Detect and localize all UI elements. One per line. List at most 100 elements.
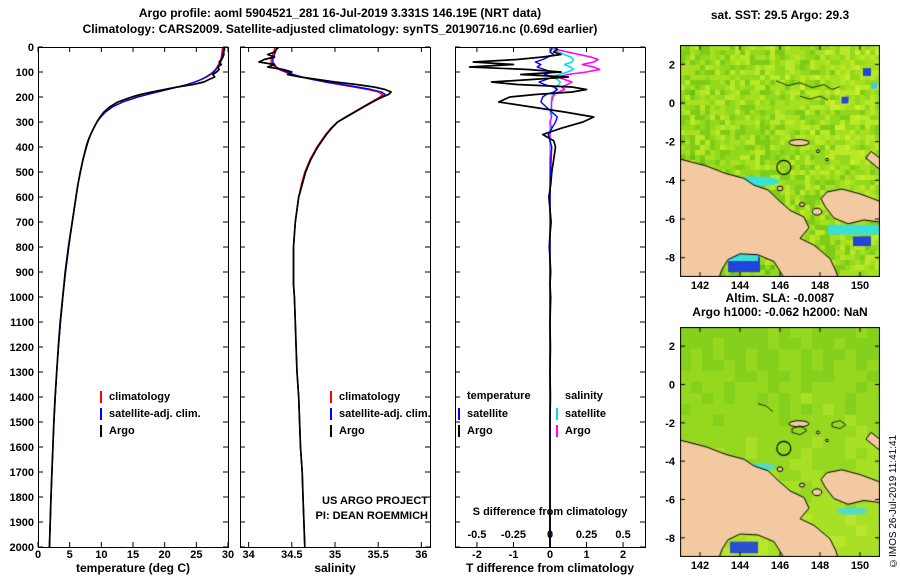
legend-item: Argo bbox=[556, 422, 606, 439]
t-difference-axis-label: T difference from climatology bbox=[465, 561, 635, 575]
depth-tick-label: 800 bbox=[16, 242, 34, 254]
lat-tick-label: 2 bbox=[669, 341, 675, 353]
lon-tick-label: 150 bbox=[851, 280, 869, 292]
x-tick-label: 2 bbox=[620, 549, 626, 561]
depth-tick-label: 100 bbox=[16, 67, 34, 79]
legend-item: Argo bbox=[330, 422, 431, 439]
x-tick-label: 1 bbox=[583, 549, 589, 561]
Argo-line bbox=[48, 47, 226, 547]
lat-tick-label: -8 bbox=[665, 253, 675, 265]
temp-legend: climatology satellite-adj. clim. Argo bbox=[100, 388, 201, 439]
x-tick-label: 10 bbox=[95, 549, 107, 561]
s-tick-label: -0.5 bbox=[467, 529, 486, 541]
depth-tick-label: 1000 bbox=[10, 292, 34, 304]
legend-label: Argo bbox=[109, 424, 135, 437]
legend-marker-t-argo bbox=[458, 424, 460, 437]
depth-tick-label: 2000 bbox=[10, 542, 34, 554]
legend-marker-argo bbox=[100, 424, 102, 437]
legend-marker-argo bbox=[330, 424, 332, 437]
imos-watermark: ©IMOS 26-Jul-2019 11:41:41 bbox=[888, 434, 899, 568]
x-tick-label: 35 bbox=[329, 549, 341, 561]
legend-item: climatology bbox=[100, 388, 201, 405]
lat-tick-label: -2 bbox=[665, 137, 675, 149]
depth-tick-label: 1400 bbox=[10, 392, 34, 404]
project-annotation: US ARGO PROJECT PI: DEAN ROEMMICH bbox=[240, 494, 428, 524]
sst-map bbox=[680, 45, 880, 277]
legend-item: climatology bbox=[330, 388, 431, 405]
legend-item: satellite bbox=[556, 405, 606, 422]
depth-tick-label: 1900 bbox=[10, 517, 34, 529]
depth-tick-label: 1500 bbox=[10, 417, 34, 429]
project-name: US ARGO PROJECT bbox=[322, 495, 428, 507]
page-title: Argo profile: aoml 5904521_281 16-Jul-20… bbox=[138, 6, 542, 20]
legend-label: Argo bbox=[467, 424, 493, 437]
depth-tick-label: 1600 bbox=[10, 442, 34, 454]
lat-tick-label: 2 bbox=[669, 59, 675, 71]
depth-tick-label: 1200 bbox=[10, 342, 34, 354]
depth-tick-label: 900 bbox=[16, 267, 34, 279]
x-tick-label: 5 bbox=[67, 549, 73, 561]
legend-marker-s-satellite bbox=[556, 407, 558, 420]
legend-header: temperature bbox=[467, 390, 531, 402]
lon-tick-label: 144 bbox=[731, 280, 750, 292]
lon-tick-label: 142 bbox=[691, 280, 709, 292]
satellite-adj-clim-line bbox=[48, 47, 225, 547]
diff-legend-salinity: salinity satellite Argo bbox=[556, 388, 606, 439]
lon-tick-label: 150 bbox=[851, 560, 869, 572]
lat-tick-label: -8 bbox=[665, 533, 675, 545]
lat-tick-label: -6 bbox=[665, 495, 675, 507]
depth-tick-label: 600 bbox=[16, 192, 34, 204]
sla-title: Altim. SLA: -0.0087 bbox=[725, 291, 835, 305]
T-satellite-line bbox=[534, 47, 558, 547]
depth-tick-label: 1700 bbox=[10, 467, 34, 479]
diff-legend-temperature: temperature satellite Argo bbox=[458, 388, 531, 439]
lat-tick-label: -4 bbox=[665, 456, 676, 468]
depth-tick-label: 700 bbox=[16, 217, 34, 229]
legend-marker-climatology bbox=[330, 390, 332, 403]
lon-tick-label: 148 bbox=[811, 560, 829, 572]
depth-tick-label: 1100 bbox=[10, 317, 34, 329]
s-difference-axis-label: S difference from climatology bbox=[472, 506, 628, 518]
legend-marker-satellite-clim bbox=[100, 407, 102, 420]
x-tick-label: -1 bbox=[509, 549, 519, 561]
x-tick-label: 20 bbox=[159, 549, 171, 561]
depth-tick-label: 500 bbox=[16, 167, 34, 179]
legend-item: satellite-adj. clim. bbox=[100, 405, 201, 422]
legend-item: satellite-adj. clim. bbox=[330, 405, 431, 422]
x-tick-label: 0 bbox=[547, 549, 553, 561]
x-tick-label: 34 bbox=[243, 549, 256, 561]
temp-axis-label: temperature (deg C) bbox=[75, 561, 191, 575]
lon-tick-label: 146 bbox=[771, 560, 789, 572]
legend-marker-climatology bbox=[100, 390, 102, 403]
x-tick-label: 35.5 bbox=[367, 549, 388, 561]
climatology-line bbox=[270, 47, 384, 547]
x-tick-label: 15 bbox=[127, 549, 139, 561]
depth-tick-label: 0 bbox=[28, 42, 34, 54]
panel-frame bbox=[455, 47, 646, 548]
depth-tick-label: 400 bbox=[16, 142, 34, 154]
legend-label: satellite bbox=[467, 407, 508, 420]
s-tick-label: -0.25 bbox=[501, 529, 526, 541]
panel-frame bbox=[38, 47, 229, 548]
legend-marker-t-satellite bbox=[458, 407, 460, 420]
legend-item: Argo bbox=[100, 422, 201, 439]
x-tick-label: 25 bbox=[190, 549, 202, 561]
legend-header: salinity bbox=[565, 390, 603, 402]
salinity-axis-label: salinity bbox=[314, 561, 356, 575]
depth-tick-label: 1800 bbox=[10, 492, 34, 504]
T-Argo-line bbox=[468, 47, 595, 547]
legend-label: Argo bbox=[339, 424, 365, 437]
legend-label: satellite-adj. clim. bbox=[339, 407, 431, 420]
x-tick-label: -2 bbox=[472, 549, 482, 561]
legend-label: climatology bbox=[339, 390, 401, 403]
lat-tick-label: -4 bbox=[665, 175, 676, 187]
lat-tick-label: 0 bbox=[669, 380, 675, 392]
depth-tick-label: 300 bbox=[16, 117, 34, 129]
s-tick-label: 0.5 bbox=[615, 529, 630, 541]
lat-tick-label: -6 bbox=[665, 214, 675, 226]
lon-tick-label: 142 bbox=[691, 560, 709, 572]
satellite-adj-clim-line bbox=[272, 47, 386, 547]
depth-tick-label: 1300 bbox=[10, 367, 34, 379]
